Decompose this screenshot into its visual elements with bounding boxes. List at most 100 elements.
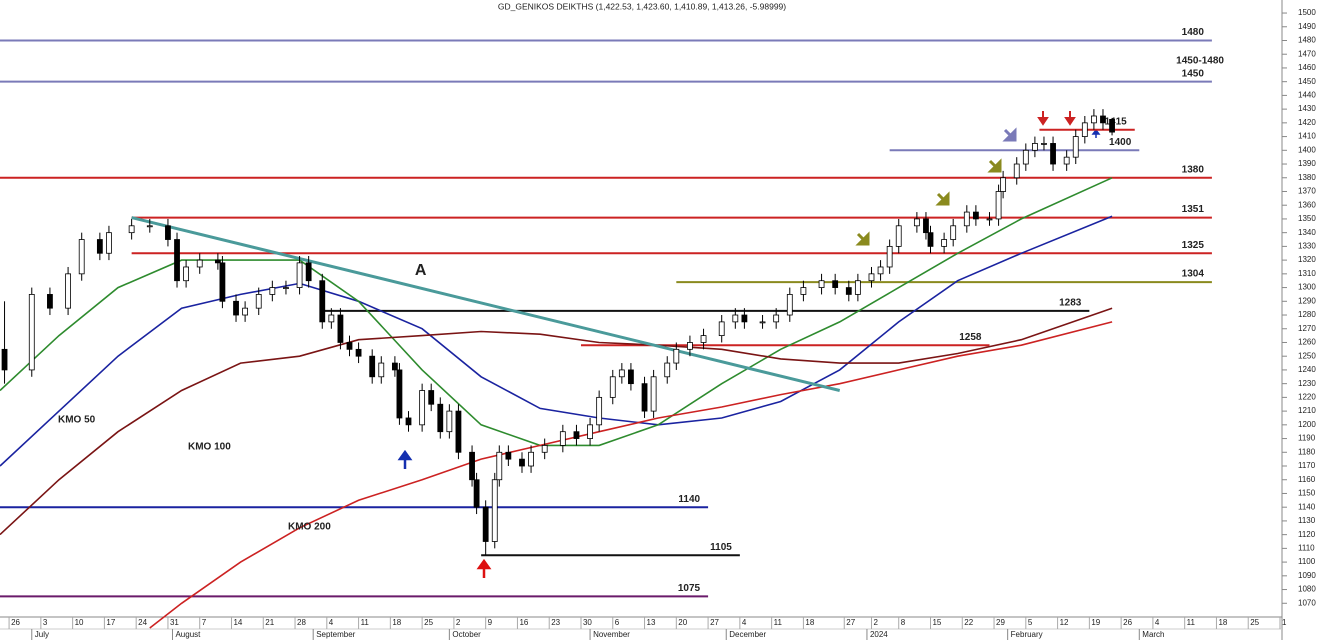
candle-body [609, 376, 616, 398]
candle-body [927, 232, 934, 247]
candle-body [455, 410, 462, 453]
level-label: 1351 [1182, 204, 1205, 215]
y-tick-label: 1320 [1298, 255, 1316, 264]
level-label: 1380 [1182, 164, 1205, 175]
x-tick-label: 4 [742, 618, 747, 627]
y-tick-label: 1130 [1298, 516, 1316, 525]
candle-body [28, 294, 35, 371]
x-tick-label: 7 [202, 618, 207, 627]
level-label: 1258 [959, 332, 982, 343]
y-tick-label: 1210 [1298, 406, 1316, 415]
candle-body [482, 506, 489, 542]
y-tick-label: 1190 [1298, 434, 1316, 443]
y-tick-label: 1420 [1298, 118, 1316, 127]
candle-body [1072, 136, 1079, 158]
x-tick-label: 23 [551, 618, 560, 627]
month-label: February [1011, 630, 1043, 639]
x-tick-label: 10 [75, 618, 84, 627]
candle-body [773, 314, 780, 323]
x-tick-label: 22 [964, 618, 973, 627]
y-tick-label: 1440 [1298, 91, 1316, 100]
y-tick-label: 1480 [1298, 36, 1316, 45]
x-tick-label: 31 [170, 618, 179, 627]
x-tick-label: 13 [647, 618, 656, 627]
candle-body [283, 287, 289, 289]
candle-body [78, 239, 85, 275]
y-tick-label: 1170 [1298, 461, 1316, 470]
y-tick-label: 1090 [1298, 571, 1316, 580]
candle-body [895, 225, 902, 247]
candle-body [972, 211, 979, 220]
x-tick-label: 18 [392, 618, 401, 627]
candle-body [428, 390, 435, 405]
candle-body [214, 259, 221, 264]
candle-body [1081, 122, 1088, 137]
candle-body [986, 218, 993, 221]
level-label: 1140 [678, 494, 700, 505]
candle-body [818, 280, 825, 288]
candle-body [1091, 115, 1097, 124]
y-tick-label: 1260 [1298, 338, 1316, 347]
x-tick-label: 24 [138, 618, 147, 627]
x-tick-label: 1 [1282, 618, 1287, 627]
candle-body [219, 262, 226, 302]
month-label: September [316, 630, 355, 639]
x-tick-label: 4 [1155, 618, 1160, 627]
candle-body [196, 259, 203, 268]
candle-body [941, 239, 948, 247]
candle-body [437, 403, 444, 433]
moving-average [0, 307, 1113, 536]
series-label: KMO 50 [58, 415, 96, 426]
candle-body [469, 451, 475, 481]
candle-body [128, 225, 135, 234]
level-label: 1415 [1105, 116, 1128, 127]
candle-body [446, 410, 453, 433]
y-tick-label: 1380 [1298, 173, 1316, 182]
candle-body [963, 211, 970, 227]
moving-average [149, 321, 1113, 629]
candle-body [559, 431, 566, 446]
y-tick-label: 1300 [1298, 283, 1316, 292]
candle-body [346, 342, 353, 350]
y-tick-label: 1110 [1298, 543, 1315, 552]
y-tick-label: 1100 [1298, 557, 1316, 566]
y-tick-label: 1410 [1298, 132, 1316, 141]
series-label: KMO 200 [288, 522, 331, 533]
candle-body [741, 314, 748, 323]
x-tick-label: 2 [456, 618, 461, 627]
candle-body [573, 431, 580, 439]
candle-body [1022, 149, 1029, 165]
x-tick-label: 18 [805, 618, 814, 627]
candle-body [165, 225, 171, 240]
y-tick-label: 1240 [1298, 365, 1316, 374]
candle-body [718, 321, 725, 337]
x-tick-label: 2 [873, 618, 878, 627]
candle-body [950, 225, 957, 240]
candle-body [923, 218, 929, 234]
month-label: March [1142, 630, 1164, 639]
level-label: 1450 [1182, 68, 1205, 79]
level-label: 1325 [1182, 240, 1205, 251]
candle-body [378, 362, 385, 378]
y-tick-label: 1340 [1298, 228, 1316, 237]
y-tick-label: 1470 [1298, 49, 1316, 58]
candle-body [700, 335, 707, 343]
x-tick-label: 25 [424, 618, 433, 627]
candle-body [1031, 143, 1038, 151]
candle-body [242, 307, 249, 316]
y-tick-label: 1360 [1298, 200, 1316, 209]
x-tick-label: 8 [901, 618, 906, 627]
x-tick-label: 18 [1218, 618, 1227, 627]
y-tick-label: 1290 [1298, 296, 1316, 305]
y-tick-label: 1490 [1298, 22, 1316, 31]
level-label: 1075 [678, 583, 701, 594]
x-tick-label: 27 [846, 618, 855, 627]
candle-body [786, 294, 793, 316]
x-tick-label: 21 [265, 618, 274, 627]
y-tick-label: 1120 [1298, 530, 1316, 539]
y-tick-label: 1180 [1298, 447, 1316, 456]
candle-body [1109, 118, 1115, 133]
level-label: 1283 [1059, 298, 1082, 309]
y-tick-label: 1140 [1298, 502, 1316, 511]
